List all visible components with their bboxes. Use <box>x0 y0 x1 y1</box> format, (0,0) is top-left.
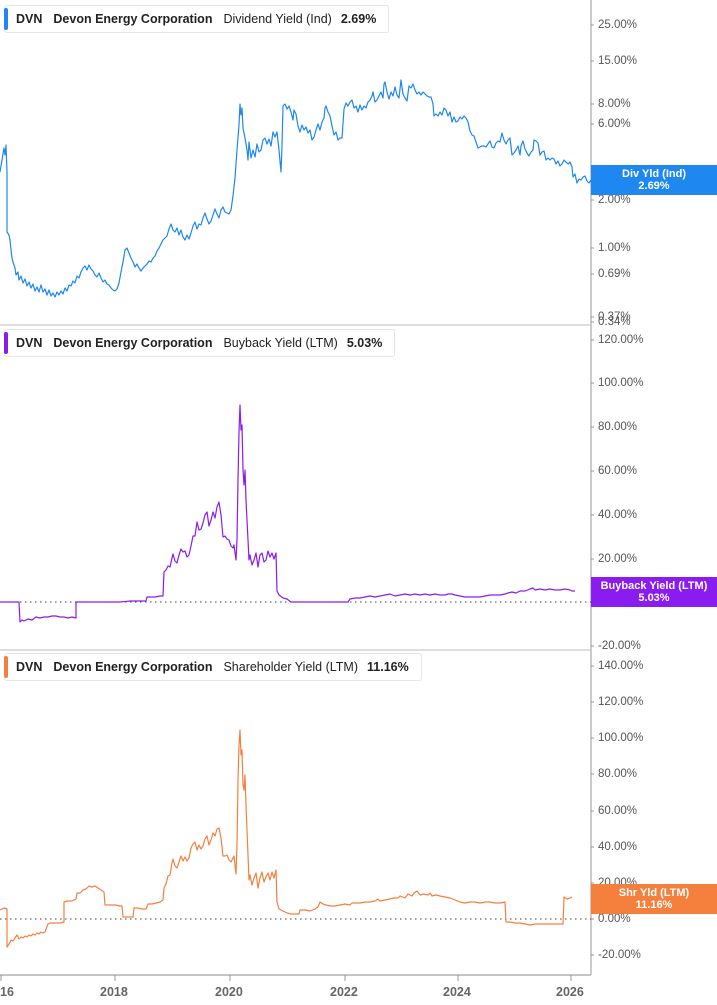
series-color-swatch <box>4 332 8 354</box>
legend-dividend-yield[interactable]: DVN Devon Energy Corporation Dividend Yi… <box>4 5 390 33</box>
y-tick-label: 60.00% <box>598 805 638 817</box>
y-tick-label: 1.00% <box>598 242 631 254</box>
legend-buyback-yield[interactable]: DVN Devon Energy Corporation Buyback Yie… <box>4 329 396 357</box>
badge-label: Shr Yld (LTM) <box>618 887 690 899</box>
y-tick-label: 80.00% <box>598 768 638 780</box>
legend-company: Devon Energy Corporation <box>53 336 213 350</box>
y-tick-label: 25.00% <box>598 19 638 31</box>
legend-metric: Shareholder Yield (LTM) <box>223 660 359 674</box>
y-tick-label: 40.00% <box>598 841 638 853</box>
legend-ticker: DVN <box>16 336 43 350</box>
badge-label: Buyback Yield (LTM) <box>600 580 708 592</box>
x-tick-label: 2018 <box>100 985 128 999</box>
y-tick-label: 0.34% <box>598 316 631 328</box>
y-tick-label: 8.00% <box>598 98 631 110</box>
legend-metric: Dividend Yield (Ind) <box>223 12 332 26</box>
legend-value: 11.16% <box>367 660 409 674</box>
y-tick-label: 0.00% <box>598 913 631 925</box>
x-tick-label: 2024 <box>443 985 471 999</box>
dividend-yield-line <box>0 79 592 298</box>
series-color-swatch <box>4 8 8 30</box>
legend-value: 2.69% <box>340 12 377 26</box>
last-value-badge-dividend: Div Yld (Ind) 2.69% <box>591 165 717 195</box>
x-tick-label: 2022 <box>330 985 358 999</box>
legend-company: Devon Energy Corporation <box>53 12 213 26</box>
y-tick-label: 0.37% <box>598 311 631 323</box>
x-tick-label: 2020 <box>215 985 243 999</box>
badge-label: Div Yld (Ind) <box>622 168 686 180</box>
legend-metric: Buyback Yield (LTM) <box>223 336 338 350</box>
legend-ticker: DVN <box>16 12 43 26</box>
y-tick-label: 100.00% <box>598 377 644 389</box>
legend-ticker: DVN <box>16 660 43 674</box>
y-tick-label: 20.00% <box>598 553 638 565</box>
y-tick-label: -20.00% <box>598 640 641 652</box>
y-tick-label: 6.00% <box>598 118 631 130</box>
badge-value: 5.03% <box>638 592 670 604</box>
x-tick-label: 2026 <box>556 985 584 999</box>
legend-value: 5.03% <box>346 336 383 350</box>
y-tick-label: 80.00% <box>598 421 638 433</box>
last-value-badge-buyback: Buyback Yield (LTM) 5.03% <box>591 577 717 607</box>
y-tick-label: 0.69% <box>598 268 631 280</box>
last-value-badge-shareholder: Shr Yld (LTM) 11.16% <box>591 884 717 914</box>
shareholder-yield-line <box>0 729 573 948</box>
y-tick-label: 120.00% <box>598 334 644 346</box>
y-tick-label: 120.00% <box>598 696 644 708</box>
series-color-swatch <box>4 656 8 678</box>
y-tick-label: 100.00% <box>598 732 644 744</box>
legend-shareholder-yield[interactable]: DVN Devon Energy Corporation Shareholder… <box>4 653 422 681</box>
legend-company: Devon Energy Corporation <box>53 660 213 674</box>
badge-value: 11.16% <box>635 899 673 911</box>
y-tick-label: 40.00% <box>598 509 638 521</box>
y-tick-label: 15.00% <box>598 55 638 67</box>
badge-value: 2.69% <box>638 180 670 192</box>
y-tick-label: 140.00% <box>598 660 644 672</box>
y-tick-label: -20.00% <box>598 949 641 961</box>
x-tick-label: 16 <box>0 985 14 999</box>
y-tick-label: 60.00% <box>598 465 638 477</box>
buyback-yield-line <box>0 404 575 623</box>
y-tick-label: 2.00% <box>598 194 631 206</box>
